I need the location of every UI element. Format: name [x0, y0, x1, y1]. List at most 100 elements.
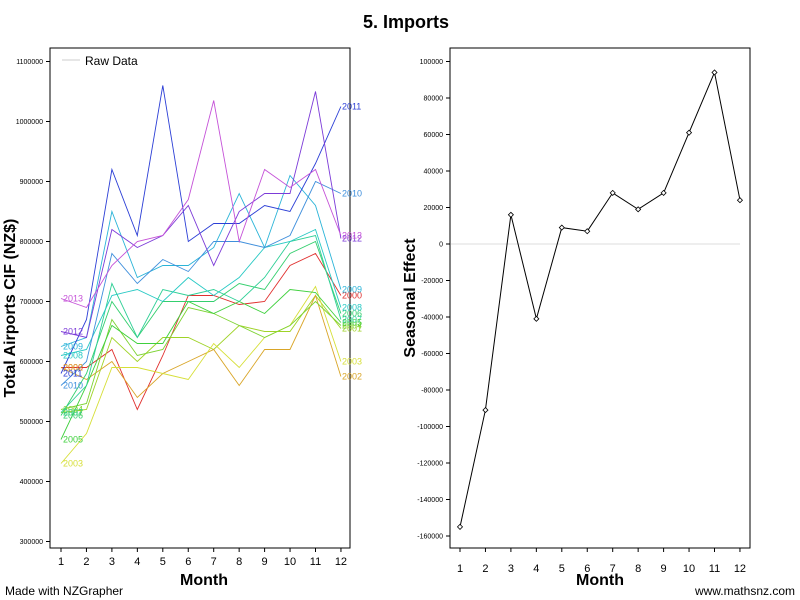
series-line-2000 — [61, 252, 342, 411]
seasonal-x-tick-label: 5 — [559, 563, 565, 575]
series-start-label-2012: 2012 — [63, 327, 83, 337]
seasonal-x-tick-label: 6 — [584, 563, 590, 575]
seasonal-y-tick-label: 80000 — [424, 96, 444, 103]
raw-x-tick-label: 12 — [335, 556, 347, 568]
seasonal-point-month-9 — [660, 189, 667, 196]
legend-label: Raw Data — [85, 54, 138, 68]
series-line-2010 — [60, 180, 342, 386]
series-start-label-2008: 2008 — [63, 351, 83, 361]
raw-x-tick-label: 1 — [58, 556, 64, 568]
page-title: 5. Imports — [363, 12, 449, 32]
raw-x-axis-title: Month — [180, 572, 228, 589]
raw-x-tick-label: 6 — [185, 556, 191, 568]
series-start-label-2006: 2006 — [63, 411, 83, 421]
seasonal-y-tick-label: -120000 — [417, 461, 443, 468]
series-start-label-2010: 2010 — [63, 381, 83, 391]
seasonal-x-axis-title: Month — [576, 572, 624, 589]
seasonal-x-tick-label: 12 — [734, 563, 746, 575]
seasonal-plot-area — [449, 47, 751, 549]
seasonal-y-tick-label: -20000 — [421, 278, 443, 285]
seasonal-y-tick-label: -80000 — [421, 388, 443, 395]
raw-x-tick-label: 5 — [160, 556, 166, 568]
footer-url[interactable]: www.mathsnz.com — [694, 584, 795, 598]
seasonal-point-month-7 — [609, 189, 616, 196]
series-start-label-2005: 2005 — [63, 435, 83, 445]
series-end-label-2005: 2005 — [342, 318, 362, 328]
series-line-2001 — [60, 294, 342, 413]
series-end-label-2001: 2001 — [342, 324, 362, 334]
seasonal-point-month-10 — [685, 129, 693, 136]
seasonal-point-month-4 — [533, 315, 540, 322]
seasonal-y-tick-label: 100000 — [420, 59, 443, 66]
series-end-label-2009: 2009 — [342, 285, 362, 295]
raw-y-tick-label: 800000 — [20, 239, 43, 246]
seasonal-y-axis-title: Seasonal Effect — [402, 238, 419, 358]
series-start-label-2011: 2011 — [63, 369, 82, 379]
seasonal-y-tick-label: -100000 — [417, 424, 443, 431]
raw-x-tick-label: 8 — [236, 556, 242, 568]
series-line-2007 — [60, 234, 342, 413]
series-start-label-2003: 2003 — [63, 459, 83, 469]
series-line-2013 — [60, 100, 342, 309]
seasonal-x-tick-label: 4 — [533, 563, 539, 575]
series-line-2005 — [60, 289, 342, 440]
raw-data-chart: 2000 2000 2001 2001 2002 2002 2003 2003 2004 2004… — [2, 47, 362, 589]
raw-y-tick-label: 400000 — [20, 479, 43, 486]
seasonal-x-tick-label: 7 — [610, 563, 616, 575]
series-end-label-2003: 2003 — [342, 357, 362, 367]
seasonal-point-month-2 — [482, 407, 489, 414]
raw-x-tick-label: 3 — [109, 556, 115, 568]
seasonal-y-tick-label: 40000 — [424, 169, 444, 176]
series-end-label-2002: 2002 — [342, 372, 362, 382]
raw-y-axis-title: Total Airports CIF (NZ$) — [2, 219, 19, 398]
series-line-2006 — [60, 240, 342, 416]
series-end-label-2010: 2010 — [342, 189, 362, 199]
series-start-label-2001: 2001 — [63, 408, 83, 418]
series-start-label-2000: 2000 — [63, 363, 83, 373]
seasonal-y-tick-label: 60000 — [424, 132, 444, 139]
raw-x-tick-label: 7 — [211, 556, 217, 568]
series-end-label-2011: 2011 — [342, 102, 361, 112]
seasonal-y-tick-label: 20000 — [424, 205, 444, 212]
series-start-label-2009: 2009 — [63, 342, 83, 352]
raw-y-tick-label: 900000 — [20, 179, 43, 186]
raw-x-tick-label: 9 — [262, 556, 268, 568]
series-line-2003 — [60, 285, 342, 464]
seasonal-y-tick-label: -140000 — [417, 497, 443, 504]
series-start-label-2013: 2013 — [63, 294, 83, 304]
raw-x-tick-label: 10 — [284, 556, 296, 568]
raw-x-tick-label: 11 — [310, 556, 321, 568]
seasonal-effect-chart: -160000 -140000 -120000 -100000 -80000 -60000… — [402, 47, 751, 589]
series-end-label-2013: 2013 — [342, 231, 362, 241]
raw-y-tick-label: 700000 — [20, 299, 43, 306]
raw-y-tick-label: 500000 — [20, 419, 43, 426]
seasonal-point-month-3 — [507, 211, 514, 218]
series-end-label-2008: 2008 — [342, 303, 362, 313]
series-start-label-2007: 2007 — [63, 408, 83, 418]
raw-y-tick-label: 600000 — [20, 359, 43, 366]
raw-y-tick-label: 300000 — [20, 539, 43, 546]
seasonal-x-tick-label: 8 — [635, 563, 641, 575]
seasonal-point-month-12 — [736, 197, 744, 204]
series-start-label-2004: 2004 — [63, 405, 83, 415]
seasonal-x-tick-label: 2 — [482, 563, 488, 575]
seasonal-point-month-11 — [711, 69, 718, 76]
raw-x-tick-label: 2 — [83, 556, 89, 568]
raw-y-tick-label: 1000000 — [16, 119, 43, 126]
raw-data-legend: Raw Data — [62, 54, 138, 68]
seasonal-x-tick-label: 11 — [709, 563, 720, 575]
seasonal-x-tick-label: 1 — [457, 563, 463, 575]
series-line-2002 — [60, 294, 342, 399]
seasonal-x-tick-label: 3 — [508, 563, 514, 575]
footer-credit: Made with NZGrapher — [5, 584, 123, 598]
seasonal-point-month-1 — [456, 523, 464, 530]
series-end-label-2006: 2006 — [342, 309, 362, 319]
raw-data-plot-area — [49, 47, 351, 549]
series-line-2008 — [60, 228, 342, 356]
seasonal-y-tick-label: 0 — [439, 242, 443, 249]
series-line-2004 — [60, 300, 342, 410]
seasonal-point-month-6 — [584, 228, 591, 235]
series-end-label-2007: 2007 — [342, 315, 362, 325]
series-end-label-2000: 2000 — [342, 291, 362, 301]
